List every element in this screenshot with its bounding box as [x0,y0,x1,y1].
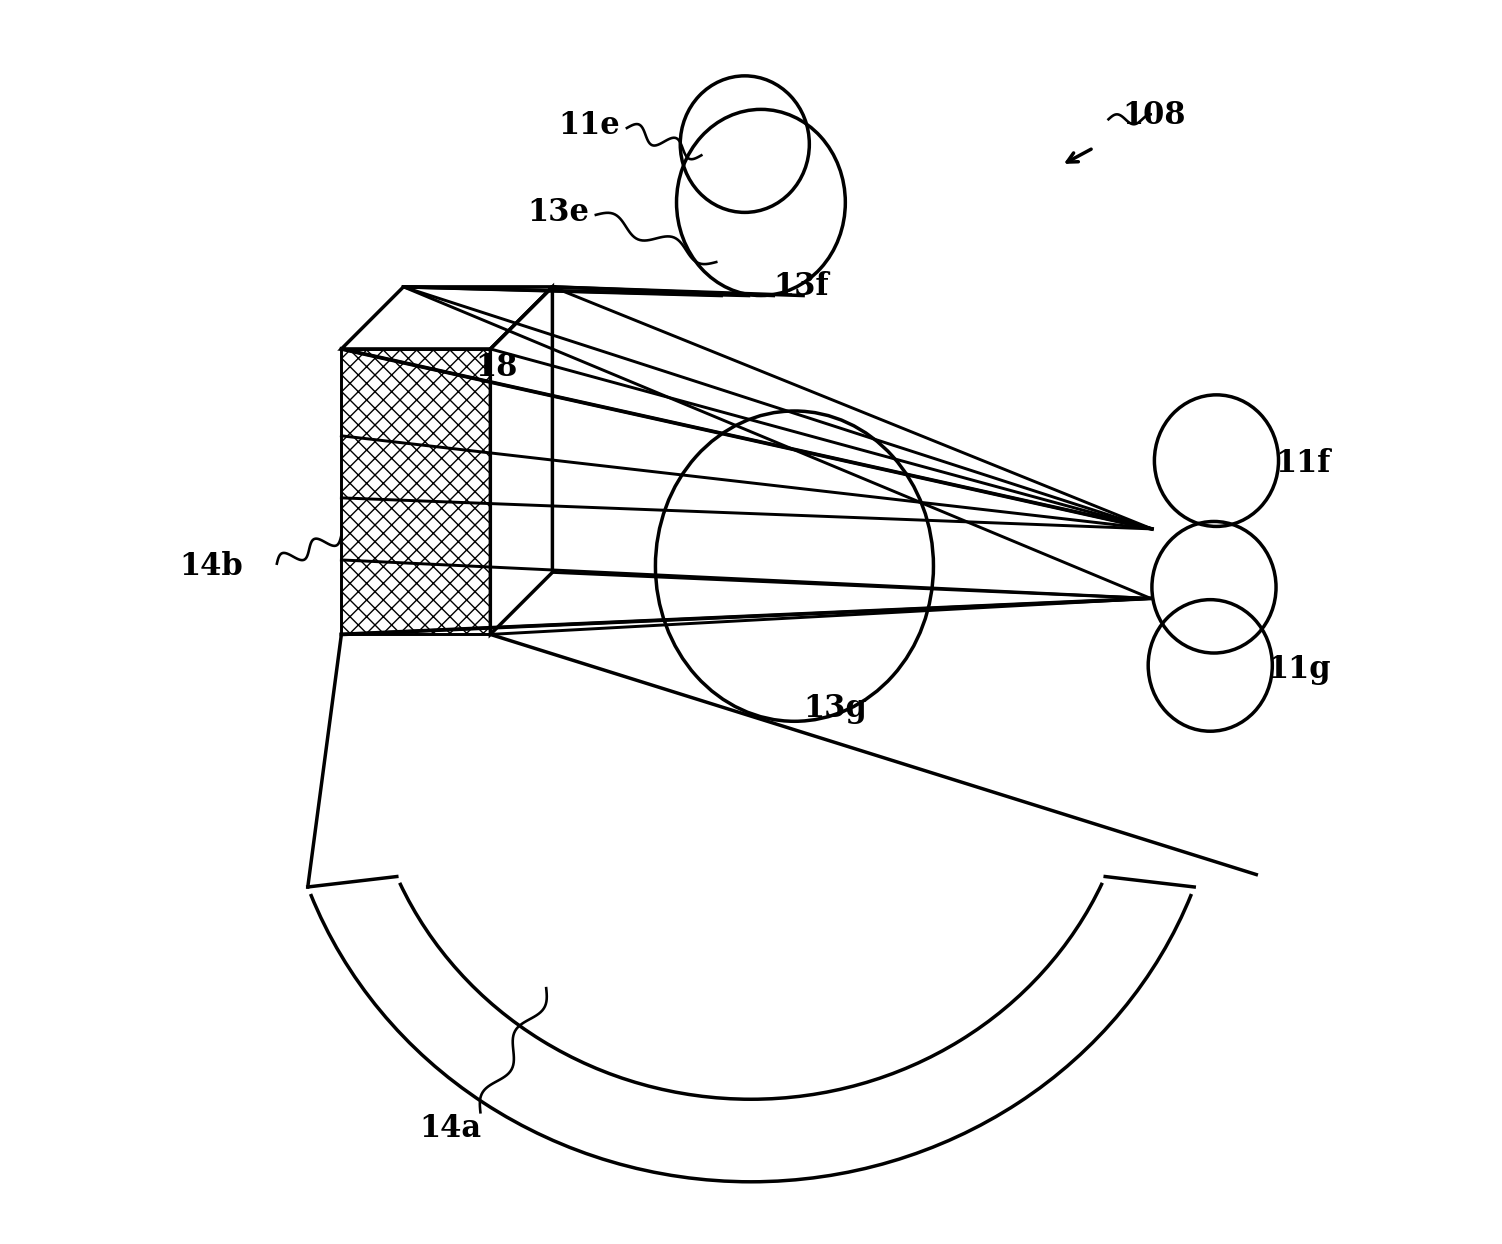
Text: 13e: 13e [527,197,590,228]
Text: 11f: 11f [1275,448,1331,479]
Text: 13f: 13f [774,271,829,302]
Text: 11g: 11g [1268,653,1331,684]
Text: 18: 18 [475,352,518,383]
Text: 13g: 13g [804,693,867,724]
Text: 14a: 14a [419,1113,482,1144]
Text: 11e: 11e [559,109,620,141]
Text: 14b: 14b [179,551,243,582]
Text: 108: 108 [1122,100,1187,131]
